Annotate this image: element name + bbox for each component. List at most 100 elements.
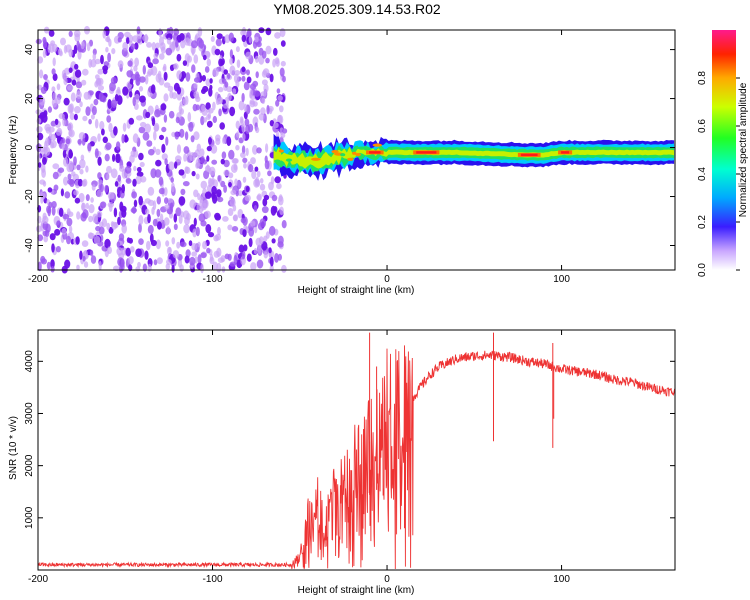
x-tick-label: -100 [203, 274, 223, 285]
noise-speck [108, 122, 113, 133]
noise-speck [129, 78, 134, 85]
noise-speck [199, 148, 205, 157]
noise-speck [215, 134, 221, 142]
noise-speck [220, 255, 226, 263]
noise-speck [44, 123, 51, 132]
noise-speck [166, 226, 170, 235]
noise-speck [202, 85, 209, 93]
noise-speck [265, 143, 269, 153]
noise-speck [187, 55, 192, 63]
noise-speck [160, 103, 167, 111]
noise-speck [51, 243, 55, 253]
noise-speck [163, 82, 171, 88]
noise-speck [51, 86, 56, 93]
noise-speck [85, 106, 91, 116]
noise-speck [82, 255, 86, 262]
band-blob [285, 158, 293, 162]
noise-speck [47, 187, 53, 193]
noise-speck [276, 183, 282, 190]
noise-speck [260, 91, 267, 97]
noise-speck [273, 122, 279, 129]
noise-speck [165, 136, 169, 146]
noise-speck [233, 163, 238, 171]
noise-speck [43, 74, 48, 80]
noise-speck [195, 173, 200, 180]
noise-speck [157, 70, 162, 81]
noise-speck [96, 210, 103, 218]
noise-speck [145, 111, 151, 119]
noise-speck [233, 214, 239, 222]
noise-speck [220, 158, 225, 165]
noise-speck [223, 184, 228, 193]
noise-speck [46, 261, 51, 270]
noise-speck [269, 120, 275, 127]
noise-speck [184, 166, 189, 174]
noise-speck [256, 259, 264, 269]
noise-speck [88, 58, 93, 68]
noise-speck [83, 261, 89, 268]
noise-speck [138, 223, 142, 233]
noise-speck [228, 32, 234, 42]
noise-speck [161, 143, 166, 153]
noise-speck [139, 76, 146, 83]
noise-speck [179, 128, 185, 138]
noise-speck [265, 45, 272, 55]
noise-speck [117, 174, 122, 182]
noise-speck [123, 135, 129, 143]
y-tick-label: -20 [24, 189, 35, 204]
noise-speck [206, 247, 211, 254]
noise-speck [174, 161, 178, 169]
noise-speck [257, 245, 262, 254]
noise-speck [115, 154, 121, 164]
noise-speck [241, 92, 245, 103]
noise-speck [216, 247, 222, 257]
noise-speck [94, 148, 99, 159]
noise-speck [246, 76, 252, 84]
noise-speck [110, 221, 115, 227]
noise-speck [230, 189, 237, 196]
snr-series [37, 332, 676, 570]
noise-speck [85, 194, 90, 202]
noise-speck [263, 251, 268, 259]
noise-speck [261, 206, 269, 214]
noise-speck [268, 108, 273, 115]
noise-speck [188, 121, 194, 132]
y-tick-label: 40 [24, 44, 35, 56]
noise-speck [242, 157, 248, 163]
band-blob [311, 157, 321, 161]
noise-speck [197, 254, 202, 265]
noise-speck [253, 205, 258, 212]
noise-speck [214, 212, 221, 220]
noise-speck [97, 179, 103, 185]
noise-speck [68, 160, 74, 171]
noise-speck [253, 247, 258, 255]
noise-speck [226, 136, 232, 147]
band-blob [372, 143, 382, 147]
x-tick-label: -200 [28, 274, 48, 285]
noise-speck [71, 79, 77, 86]
noise-speck [39, 69, 44, 79]
noise-speck [197, 193, 201, 201]
noise-speck [87, 142, 92, 152]
noise-speck [105, 142, 112, 150]
noise-speck [209, 256, 215, 265]
noise-speck [121, 184, 125, 194]
noise-speck [68, 225, 73, 234]
noise-speck [176, 144, 182, 154]
noise-speck [166, 246, 172, 256]
noise-speck [195, 104, 200, 111]
noise-speck [261, 50, 267, 59]
noise-speck [243, 81, 250, 91]
spectrogram-noise-region [35, 25, 288, 274]
noise-speck [217, 175, 221, 182]
noise-speck [202, 241, 208, 250]
noise-speck [156, 221, 162, 230]
colorbar-label: Normalized spectral amplitude [738, 82, 749, 217]
noise-speck [236, 131, 240, 138]
noise-speck [129, 91, 133, 98]
noise-speck [76, 164, 81, 171]
noise-speck [144, 74, 149, 85]
noise-speck [238, 100, 245, 111]
noise-speck [146, 240, 151, 251]
noise-speck [86, 42, 91, 52]
